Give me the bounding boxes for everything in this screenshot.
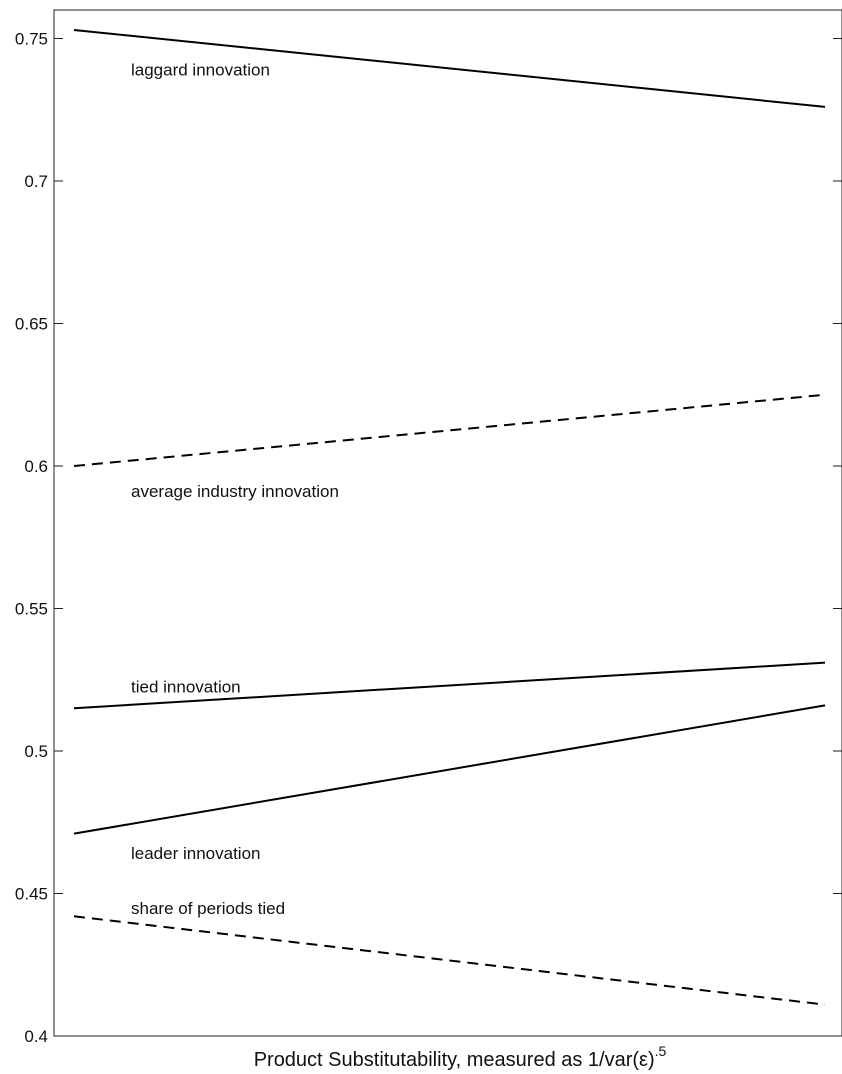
series-line: [73, 704, 826, 835]
y-tick-label: 0.75: [15, 30, 48, 49]
y-tick-label: 0.7: [24, 172, 48, 191]
series-label: laggard innovation: [131, 61, 270, 80]
y-tick-label: 0.55: [15, 600, 48, 619]
series-label: share of periods tied: [131, 899, 285, 918]
series-line: [73, 28, 826, 108]
series-line: [73, 661, 826, 710]
y-tick-label: 0.65: [15, 315, 48, 334]
y-tick-label: 0.4: [24, 1027, 48, 1046]
y-axis: 0.4 0.45 0.5 0.55 0.6 0.65 0.7 0.75: [15, 30, 842, 1046]
series-line: [73, 393, 826, 467]
series-label: average industry innovation: [131, 482, 339, 501]
series-label: tied innovation: [131, 678, 241, 697]
y-tick-label: 0.45: [15, 885, 48, 904]
series-labels: laggard innovation average industry innov…: [131, 61, 339, 918]
plot-frame: [53, 9, 842, 1037]
series-label: leader innovation: [131, 844, 260, 863]
y-tick-label: 0.5: [24, 742, 48, 761]
y-tick-label: 0.6: [24, 457, 48, 476]
series-line: [73, 915, 826, 1006]
x-axis-title: Product Substitutability, measured as 1/…: [254, 1043, 667, 1071]
series-lines: [73, 28, 826, 1006]
